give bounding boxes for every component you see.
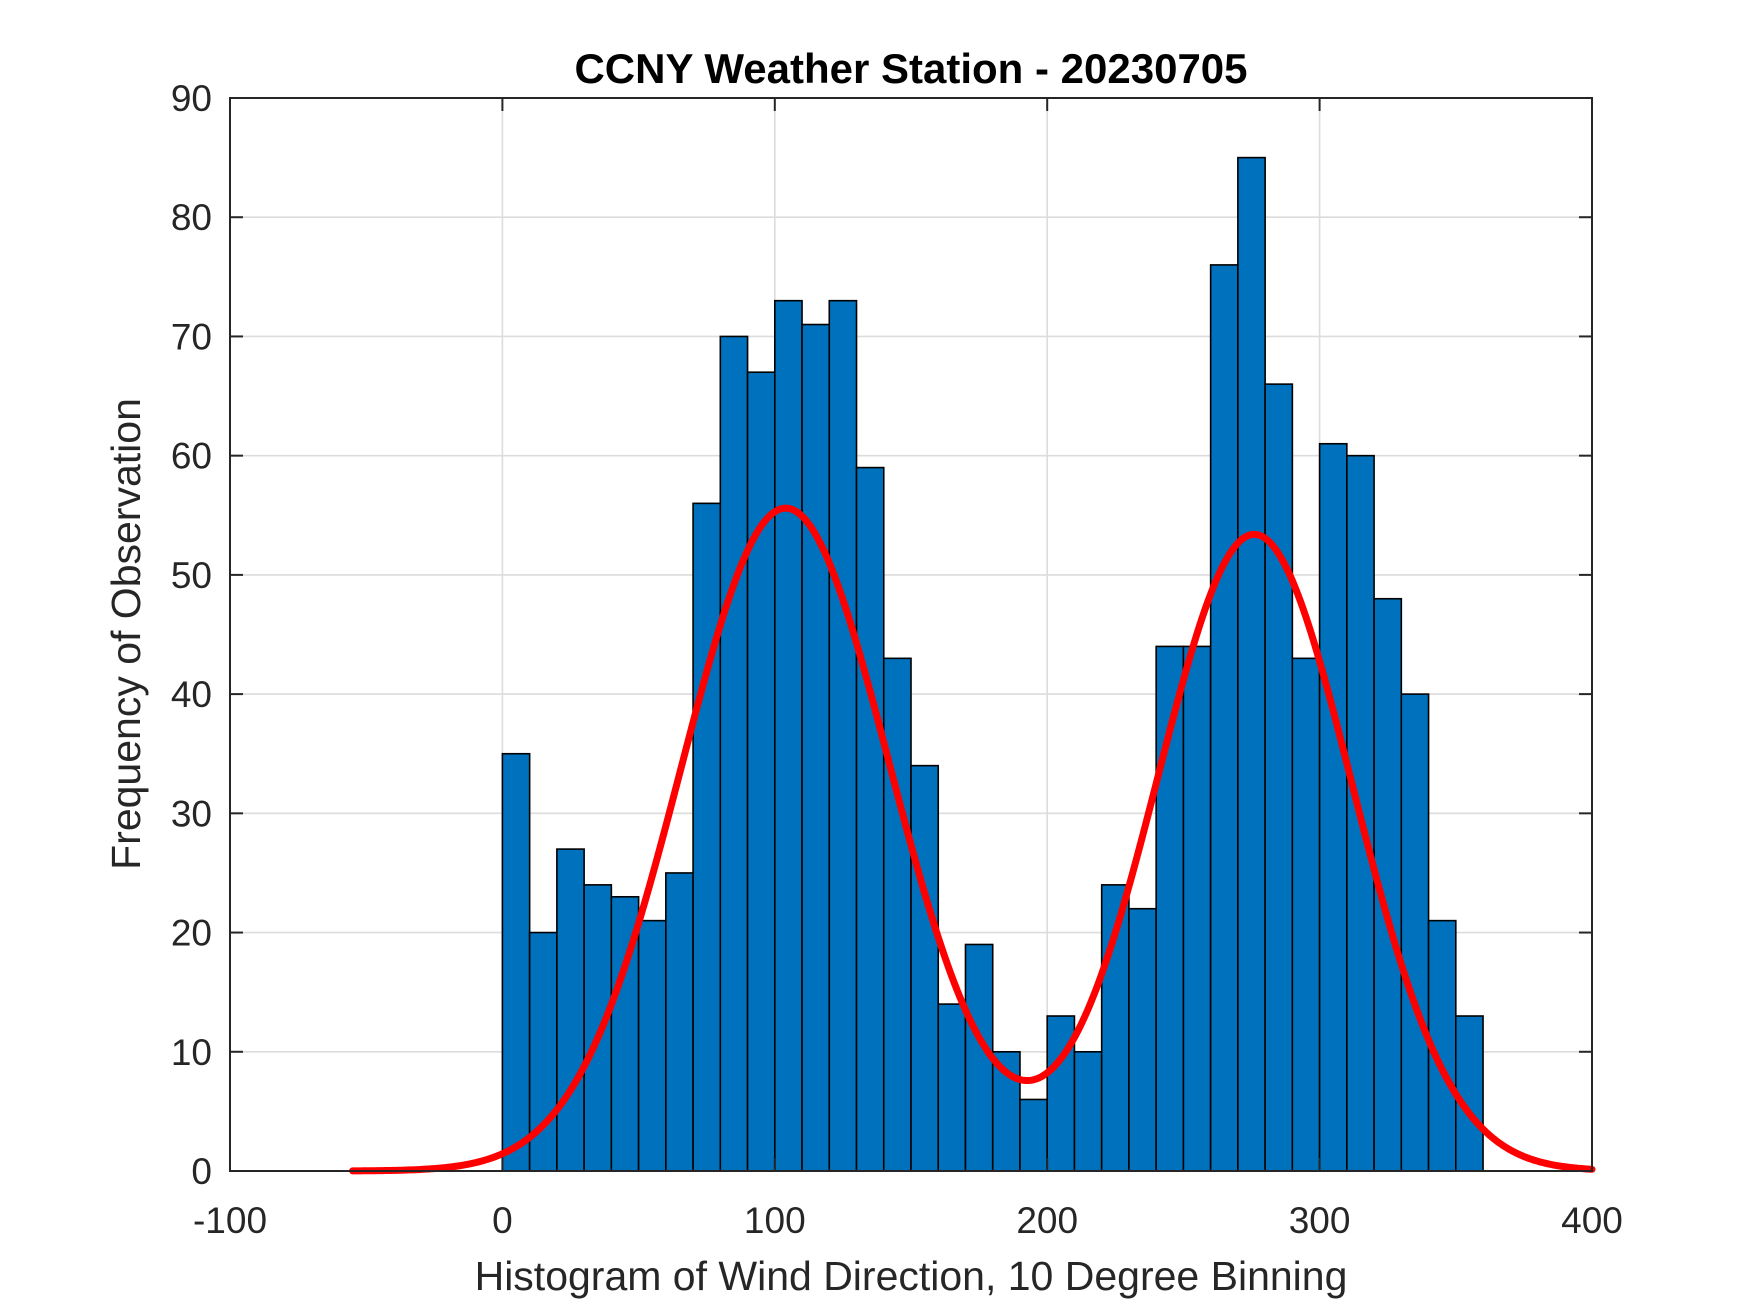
histogram-bar (665, 872, 694, 1172)
x-tick-label: 200 (1016, 1200, 1078, 1241)
y-tick-label: 60 (171, 436, 212, 477)
x-axis-label: Histogram of Wind Direction, 10 Degree B… (475, 1253, 1348, 1299)
y-tick-label: 70 (171, 316, 212, 357)
histogram-bar (937, 1003, 967, 1172)
histogram-bar (1291, 657, 1321, 1172)
y-tick-label: 0 (191, 1151, 212, 1192)
histogram-bar (1237, 156, 1266, 1172)
x-tick-label: -100 (193, 1200, 267, 1241)
fit-curve-layer (349, 504, 1596, 1175)
histogram-bar (910, 764, 940, 1172)
histogram-bar (1400, 693, 1430, 1172)
histogram-bar (583, 884, 613, 1172)
histogram-bar (801, 323, 831, 1172)
x-tick-label: 300 (1289, 1200, 1351, 1241)
histogram-bar (746, 371, 776, 1172)
histogram-bar (1073, 1050, 1103, 1172)
y-tick-label: 10 (171, 1032, 212, 1073)
histogram-bar (1019, 1098, 1049, 1172)
y-tick-label: 80 (171, 197, 212, 238)
histogram-bar (556, 848, 585, 1172)
y-tick-label: 40 (171, 674, 212, 715)
axis-ticks: -100 0 100 200 300 400 0 10 20 30 40 50 60 70 80 90 (171, 78, 1623, 1241)
x-tick-label: 100 (744, 1200, 806, 1241)
y-tick-label: 50 (171, 555, 212, 596)
fit-curve (349, 504, 1596, 1175)
histogram-bar (1455, 1015, 1484, 1172)
histogram-bar (719, 335, 749, 1172)
histogram-bar (882, 657, 912, 1172)
histogram-bars (501, 156, 1484, 1172)
histogram-bar (501, 752, 531, 1172)
histogram-bar (1318, 442, 1348, 1172)
histogram-bar (855, 466, 885, 1172)
histogram-bar (1182, 645, 1212, 1172)
y-tick-label: 20 (171, 913, 212, 954)
histogram-bar (1128, 907, 1157, 1172)
x-tick-label: 400 (1561, 1200, 1623, 1241)
y-axis-label: Frequency of Observation (103, 398, 149, 870)
chart-title: CCNY Weather Station - 20230705 (574, 45, 1247, 92)
histogram-bar (1264, 383, 1294, 1172)
histogram-bar (828, 299, 858, 1172)
plot-area-box (229, 97, 1593, 1172)
y-tick-label: 90 (171, 78, 212, 119)
y-tick-label: 30 (171, 793, 212, 834)
histogram-bar (692, 502, 722, 1172)
x-tick-label: 0 (492, 1200, 513, 1241)
histogram-bar (637, 919, 667, 1172)
histogram-bar (773, 299, 803, 1172)
histogram-bar (1209, 264, 1239, 1172)
